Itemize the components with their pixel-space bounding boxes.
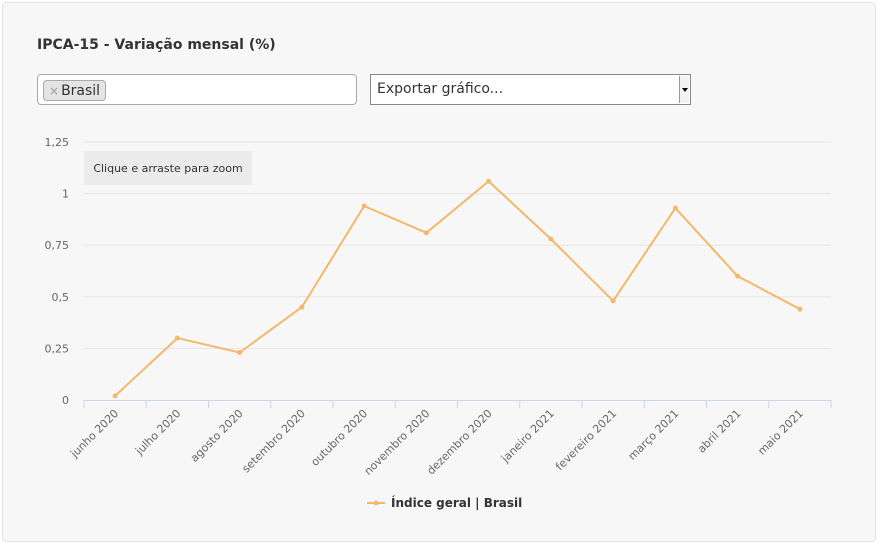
dropdown-arrow-icon[interactable] (679, 76, 689, 103)
y-tick-label: 1,25 (45, 136, 70, 149)
x-tick-label: janeiro 2021 (498, 407, 557, 466)
data-point (299, 304, 305, 310)
legend-line-icon (367, 500, 385, 506)
remove-tag-icon[interactable]: × (49, 83, 60, 98)
x-tick-label: maio 2021 (755, 407, 806, 458)
data-point (672, 205, 678, 211)
region-tag[interactable]: × Brasil (43, 80, 107, 101)
x-tick-label: novembro 2020 (362, 407, 433, 478)
x-tick-label: março 2021 (626, 407, 682, 463)
y-tick-label: 0 (62, 394, 69, 407)
region-tag-label: Brasil (61, 82, 101, 99)
y-tick-label: 0,25 (45, 342, 70, 355)
data-point (361, 203, 367, 209)
data-point (610, 298, 616, 304)
x-tick-label: outubro 2020 (308, 407, 370, 469)
x-tick-label: julho 2020 (132, 407, 183, 458)
x-tick-label: agosto 2020 (188, 407, 246, 465)
data-point (237, 350, 243, 356)
y-tick-label: 0,5 (52, 291, 70, 304)
x-tick-label: abril 2021 (695, 407, 744, 456)
y-tick-label: 1 (62, 188, 69, 201)
data-point (735, 273, 741, 279)
export-chart-select[interactable]: Exportar gráfico... (370, 74, 691, 105)
x-tick-label: fevereiro 2021 (553, 407, 619, 473)
y-tick-label: 0,75 (45, 239, 70, 252)
x-tick-label: setembro 2020 (240, 407, 308, 475)
x-tick-label: dezembro 2020 (424, 407, 494, 477)
region-filter-input[interactable]: × Brasil (37, 74, 357, 105)
chart-legend[interactable]: Índice geral | Brasil (367, 494, 522, 512)
chart-title: IPCA-15 - Variação mensal (%) (37, 37, 276, 53)
data-point (112, 393, 118, 399)
x-tick-label: junho 2020 (67, 407, 121, 461)
data-point (797, 306, 803, 312)
data-point (174, 335, 180, 341)
data-point (423, 230, 429, 236)
data-point (486, 178, 492, 184)
legend-label: Índice geral | Brasil (391, 496, 523, 510)
data-point (548, 236, 554, 242)
export-chart-label: Exportar gráfico... (377, 81, 504, 97)
series-line (114, 180, 801, 397)
zoom-hint: Clique e arraste para zoom (84, 151, 252, 185)
